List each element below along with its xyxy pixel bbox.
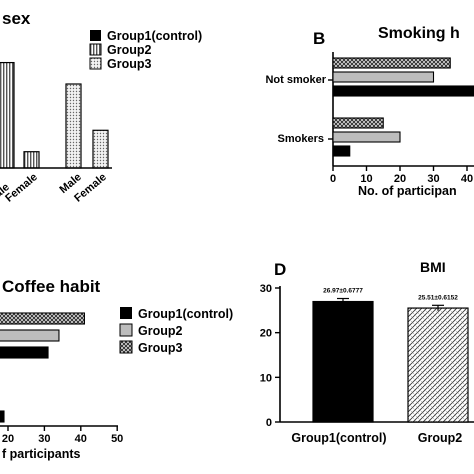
- panel-d-y-ticks: 0 10 20 30: [260, 283, 280, 429]
- panel-a-title: sex: [2, 9, 31, 28]
- panel-c-x-label: f participants: [2, 447, 81, 461]
- panel-a-tick-label: Male: [0, 181, 12, 206]
- legend-label-group2: Group2: [138, 324, 182, 338]
- panel-d-y-tick-label: 20: [260, 328, 272, 340]
- panel-a: sex Group1(control) Group2 Group3 Male F…: [0, 9, 202, 206]
- panel-d: D BMI 0 10 20 30 26.97±0.6777 25.51±0.6152 G…: [260, 259, 474, 445]
- panel-b-x-tick-label: 20: [394, 173, 406, 185]
- panel-c-legend: Group1(control) Group2 Group3: [119, 307, 233, 355]
- legend-swatch-group1: [90, 30, 101, 41]
- panel-a-legend: Group1(control) Group2 Group3: [89, 29, 202, 71]
- panel-b-category-label: Not smoker: [265, 74, 326, 86]
- panel-d-data-label: 26.97±0.6777: [323, 288, 363, 295]
- legend-swatch-group3: [89, 57, 102, 70]
- panel-b-bar: [332, 71, 435, 83]
- legend-label-group3: Group3: [138, 341, 182, 355]
- legend-label-group1: Group1(control): [138, 307, 233, 321]
- legend-swatch-group2: [89, 43, 102, 56]
- panel-d-category-label: Group1(control): [291, 431, 386, 445]
- panel-c: Coffee habit Group1(control) Group2 Grou…: [0, 277, 233, 461]
- panel-d-data-label: 25.51±0.6152: [418, 294, 458, 301]
- panel-b-letter: B: [313, 29, 325, 48]
- panel-c-x-tick-label: 30: [38, 433, 50, 445]
- panel-b-x-label: No. of participan: [358, 184, 457, 198]
- panel-a-bar: [0, 61, 15, 169]
- panel-d-y-tick-label: 30: [260, 283, 272, 295]
- panel-d-title: BMI: [420, 259, 446, 275]
- panel-d-bar: [407, 307, 469, 423]
- panel-c-bar: [0, 410, 5, 423]
- panel-b-title: Smoking h: [378, 25, 460, 42]
- panel-a-bar: [65, 83, 82, 169]
- legend-swatch-group2: [119, 323, 133, 337]
- panel-c-x-tick-label: 20: [2, 433, 14, 445]
- panel-d-bars: 26.97±0.6777 25.51±0.6152: [312, 288, 469, 423]
- panel-c-bar: [0, 329, 60, 342]
- panel-c-bar: [0, 312, 85, 325]
- panel-a-bar: [23, 151, 40, 169]
- panel-c-x-ticks: 20 30 40 50: [2, 426, 123, 445]
- panel-b-x-tick-label: 0: [330, 173, 336, 185]
- legend-swatch-group1: [120, 307, 132, 319]
- panel-c-title: Coffee habit: [2, 277, 101, 296]
- panel-c-x-tick-label: 50: [111, 433, 123, 445]
- legend-label-group2: Group2: [107, 43, 151, 57]
- panel-b-x-tick-label: 30: [427, 173, 439, 185]
- panel-b-bar: [332, 57, 451, 69]
- panel-a-bar: [92, 129, 109, 169]
- legend-label-group1: Group1(control): [107, 29, 202, 43]
- panel-d-y-tick-label: 10: [260, 372, 272, 384]
- panel-c-bars: [0, 312, 85, 423]
- panel-d-y-tick-label: 0: [266, 417, 272, 429]
- legend-swatch-group3: [119, 340, 133, 354]
- panel-b-x-tick-label: 10: [360, 173, 372, 185]
- panel-d-bar: [312, 300, 374, 423]
- panel-b-category-label: Smokers: [278, 133, 324, 145]
- legend-label-group3: Group3: [107, 57, 151, 71]
- panel-a-bars: [0, 61, 109, 169]
- panel-d-letter: D: [274, 260, 286, 279]
- panel-b-bars: [332, 57, 474, 157]
- panel-b-bar: [332, 131, 401, 143]
- panel-d-category-label: Group2: [418, 431, 462, 445]
- panel-b: B Smoking h Not smoker Smokers 0 10 20 30 40…: [265, 25, 474, 198]
- panel-b-bar: [332, 85, 474, 97]
- panel-b-x-tick-label: 40: [461, 173, 473, 185]
- panel-b-bar: [332, 145, 351, 157]
- panel-c-bar: [0, 346, 49, 359]
- panel-b-bar: [332, 117, 384, 129]
- panel-c-x-tick-label: 40: [75, 433, 87, 445]
- panel-b-x-ticks: 0 10 20 30 40: [330, 166, 473, 185]
